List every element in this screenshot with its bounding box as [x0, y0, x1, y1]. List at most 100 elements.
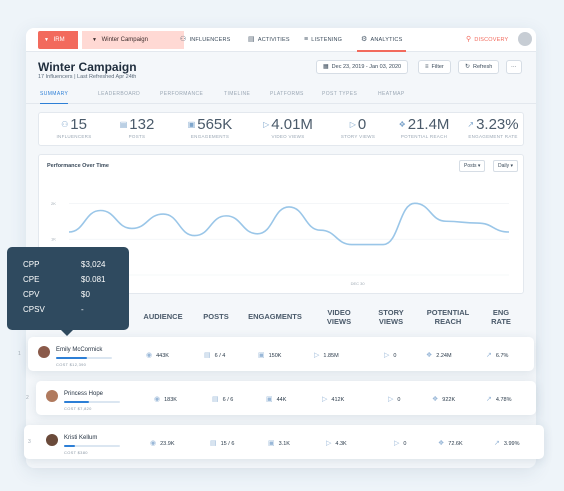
- avatar[interactable]: [46, 434, 58, 446]
- filter-button[interactable]: ≡ Filter: [418, 60, 451, 74]
- broadcast-icon: ❖: [398, 120, 406, 130]
- cell-posts-value: 6 / 4: [214, 353, 226, 359]
- play-icon: ▷: [388, 396, 394, 403]
- column-header-posts[interactable]: POSTS: [203, 312, 229, 321]
- brand-menu[interactable]: ▼ IRM: [38, 31, 78, 49]
- influencer-name[interactable]: Kristi Kellum: [64, 435, 98, 441]
- tooltip-key: CPSV: [23, 305, 45, 314]
- tab-performance[interactable]: PERFORMANCE: [160, 91, 204, 97]
- chart-x-tick-label: DEC 30: [351, 281, 366, 286]
- column-header-engagements[interactable]: ENGAGMENTS: [248, 312, 302, 321]
- stat-posts: ▤ 132 POSTS: [107, 113, 167, 147]
- cell-story-views: ▷ 0: [394, 439, 406, 447]
- play-icon: ▷: [322, 396, 328, 403]
- influencer-name[interactable]: Princess Hope: [64, 391, 104, 397]
- cost-tooltip: CPP $3,024 CPE $0.081 CPV $0 CPSV -: [7, 247, 129, 336]
- page-subtitle: 17 Influencers | Last Refreshed Apr 24th: [38, 74, 137, 80]
- cell-eng-rate: ↗ 6.7%: [486, 351, 508, 359]
- play-icon: ▷: [326, 440, 332, 447]
- influencer-cost[interactable]: COST $7,820: [64, 406, 92, 411]
- cell-audience: ◉ 183K: [154, 395, 177, 403]
- column-header-audience[interactable]: AUDIENCE: [143, 312, 183, 321]
- cell-video-views-value: 4.3K: [335, 441, 347, 447]
- nav-discovery[interactable]: ⚲ DISCOVERY: [466, 28, 508, 52]
- nav-activities[interactable]: ▤ ACTIVITIES: [248, 28, 290, 52]
- chat-icon: ▣: [187, 120, 196, 130]
- influencer-cost[interactable]: COST $12,390: [56, 362, 87, 367]
- stat-potential-reach: ❖ 21.4M POTENTIAL REACH: [391, 113, 457, 147]
- avatar[interactable]: [46, 390, 58, 402]
- column-header-story-views[interactable]: STORY VIEWS: [378, 308, 404, 326]
- nav-influencers[interactable]: ⚇ INFLUENCERS: [180, 28, 231, 52]
- metric-select[interactable]: Posts ▾: [459, 160, 486, 172]
- eye-icon: ◉: [154, 396, 161, 403]
- cell-video-views-value: 1.85M: [323, 353, 339, 359]
- stat-influencers-label: INFLUENCERS: [56, 134, 92, 140]
- user-avatar[interactable]: [518, 32, 532, 46]
- row-index: 1: [18, 351, 21, 357]
- table-row[interactable]: 3 Kristi Kellum COST $380 ◉ 23.9K ▤ 15 / 6…: [24, 425, 544, 459]
- tab-platforms[interactable]: PLATFORMS: [270, 91, 304, 97]
- refresh-button-label: Refresh: [473, 64, 493, 70]
- cell-eng-rate: ↗ 4.78%: [486, 395, 511, 403]
- chat-icon: ▣: [258, 352, 265, 359]
- table-row[interactable]: 1 Emily McCormick COST $12,390 ◉ 443K ▤ 6 …: [18, 337, 534, 371]
- tooltip-value: $3,024: [81, 260, 106, 269]
- nav-listening[interactable]: ≡ LISTENING: [304, 28, 342, 52]
- budget-progress-bar: [64, 401, 120, 403]
- filter-icon: ≡: [425, 64, 429, 70]
- play-icon: ▷: [384, 352, 390, 359]
- cell-engagements-value: 150K: [268, 353, 282, 359]
- refresh-button[interactable]: ↻ Refresh: [458, 60, 500, 74]
- column-header-potential-reach[interactable]: POTENTIAL REACH: [426, 308, 470, 326]
- nav-analytics[interactable]: ⚙ ANALYTICS: [357, 28, 407, 52]
- avatar[interactable]: [38, 346, 50, 358]
- stat-influencers: ⚇ 15 INFLUENCERS: [49, 113, 99, 147]
- cell-eng-rate-value: 6.7%: [495, 353, 509, 359]
- cell-posts: ▤ 15 / 6: [210, 439, 234, 447]
- cell-engagements: ▣ 3.1K: [268, 439, 290, 447]
- tab-summary[interactable]: SUMMARY: [40, 84, 69, 104]
- play-icon: ▷: [263, 120, 270, 130]
- stat-engagement-rate: ↗ 3.23% ENGAGEMENT RATE: [463, 113, 523, 147]
- trend-icon: ↗: [486, 352, 492, 359]
- cell-audience: ◉ 443K: [146, 351, 169, 359]
- tab-leaderboard[interactable]: LEADERBOARD: [98, 91, 141, 97]
- people-icon: ⚇: [180, 36, 187, 43]
- row-index: 3: [28, 439, 31, 445]
- stat-engagement-rate-label: ENGAGEMENT RATE: [468, 134, 518, 140]
- cell-engagements-value: 3.1K: [278, 441, 290, 447]
- interval-select[interactable]: Daily ▾: [493, 160, 519, 172]
- stat-video-views-value: 4.01M: [271, 116, 313, 133]
- chevron-down-icon: ▼: [44, 37, 49, 43]
- tab-post-types[interactable]: POST TYPES: [322, 91, 358, 97]
- column-header-video-views[interactable]: VIDEO VIEWS: [326, 308, 352, 326]
- refresh-icon: ↻: [465, 64, 471, 70]
- influencer-name[interactable]: Emily McCormick: [56, 347, 103, 353]
- tooltip-value: $0: [81, 290, 90, 299]
- stat-video-views: ▷ 4.01M VIDEO VIEWS: [253, 113, 323, 147]
- stat-posts-label: POSTS: [128, 134, 146, 140]
- campaign-selector[interactable]: ▼ Winter Campaign: [82, 31, 184, 49]
- influencer-cost[interactable]: COST $380: [64, 450, 88, 455]
- search-icon: ⚲: [466, 36, 472, 43]
- stat-influencers-value: 15: [70, 116, 87, 133]
- chevron-down-icon: ▾: [510, 163, 514, 169]
- sliders-icon: ≡: [304, 36, 309, 43]
- tab-heatmap[interactable]: HEATMAP: [378, 91, 405, 97]
- column-header-eng-rate[interactable]: ENG RATE: [491, 308, 511, 326]
- cell-story-views-value: 0: [397, 397, 401, 403]
- tooltip-value: $0.081: [81, 275, 106, 284]
- cell-potential-reach: ❖ 2.24M: [426, 351, 452, 359]
- nav-discovery-label: DISCOVERY: [474, 37, 509, 43]
- date-range-picker[interactable]: ▦ Dec 23, 2019 - Jan 03, 2020: [316, 60, 409, 74]
- cell-posts: ▤ 6 / 6: [212, 395, 233, 403]
- table-row[interactable]: 2 Princess Hope COST $7,820 ◉ 183K ▤ 6 / 6…: [26, 381, 536, 415]
- tab-timeline[interactable]: TIMELINE: [224, 91, 251, 97]
- cell-story-views: ▷ 0: [388, 395, 400, 403]
- more-button[interactable]: ···: [506, 60, 522, 74]
- tooltip-value: -: [81, 305, 84, 314]
- performance-line-chart: 2K1K0 DEC 30: [51, 201, 510, 286]
- chevron-down-icon: ▼: [92, 37, 97, 43]
- document-icon: ▤: [212, 396, 219, 403]
